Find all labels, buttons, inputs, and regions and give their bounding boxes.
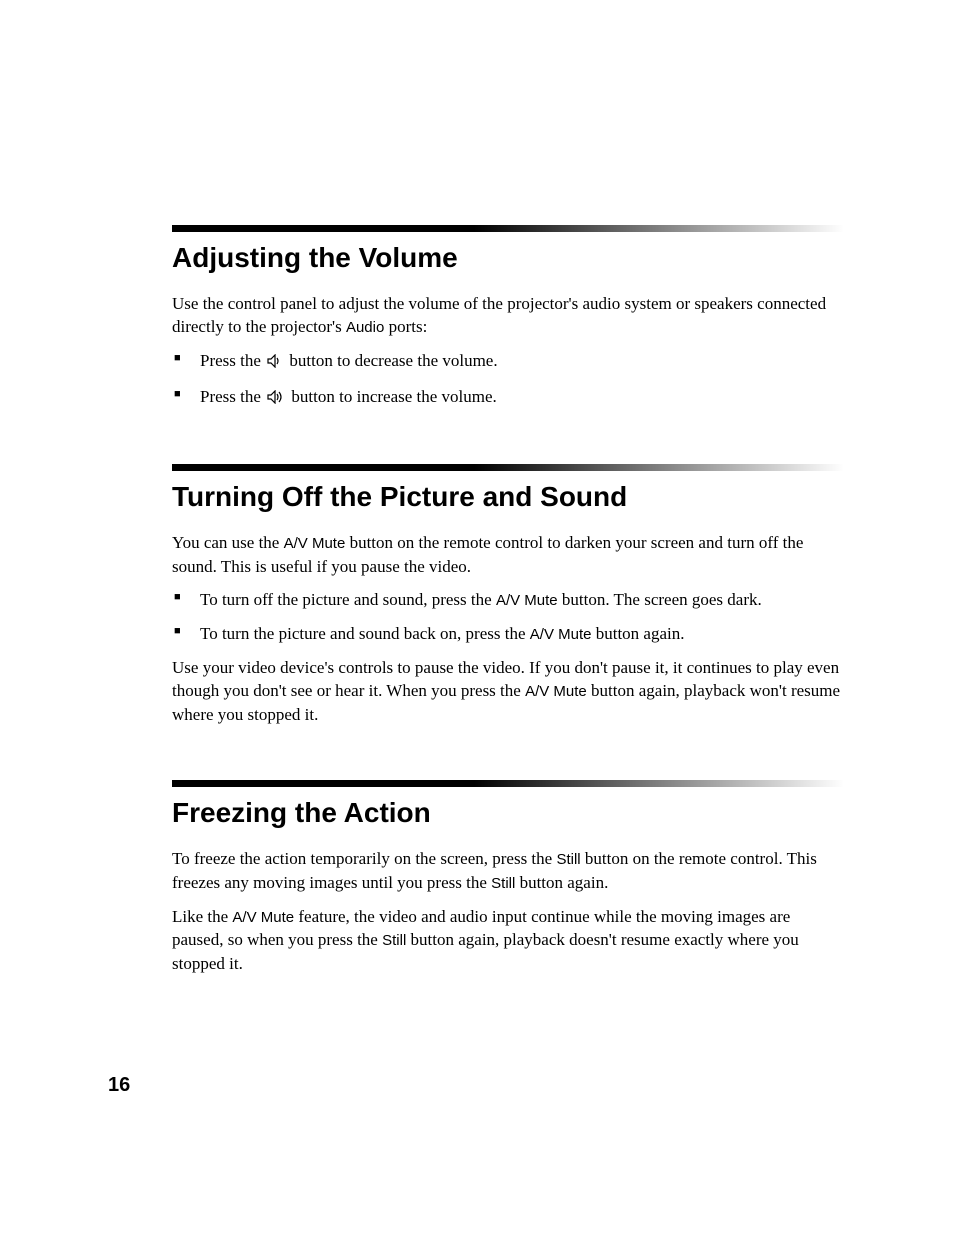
keyword-still: Still [556,851,580,868]
text: To turn off the picture and sound, press… [200,590,496,609]
text: To freeze the action temporarily on the … [172,849,556,868]
text: Use the control panel to adjust the volu… [172,294,826,336]
keyword-avmute: A/V Mute [284,535,346,552]
volume-down-icon [267,351,283,374]
paragraph: Like the A/V Mute feature, the video and… [172,905,844,976]
text: button. The screen goes dark. [558,590,762,609]
section-heading: Turning Off the Picture and Sound [172,481,844,513]
keyword-still: Still [491,875,515,892]
page-number: 16 [108,1074,130,1097]
section-rule [172,780,844,787]
text: button to increase the volume. [287,387,497,406]
paragraph: Use the control panel to adjust the volu… [172,292,844,339]
keyword-avmute: A/V Mute [496,592,558,609]
section-heading: Freezing the Action [172,797,844,829]
paragraph: To freeze the action temporarily on the … [172,847,844,894]
section-rule [172,464,844,471]
text: ports: [384,317,427,336]
bullet-list: To turn off the picture and sound, press… [172,588,844,645]
paragraph: Use your video device's controls to paus… [172,656,844,727]
section-rule [172,225,844,232]
list-item: To turn the picture and sound back on, p… [172,622,844,646]
keyword-avmute: A/V Mute [232,909,294,926]
keyword-avmute: A/V Mute [530,626,592,643]
text: Press the [200,351,265,370]
volume-up-icon [267,387,285,410]
keyword-avmute: A/V Mute [525,683,587,700]
keyword-audio: Audio [346,319,384,336]
text: button again. [591,624,684,643]
section-freeze: Freezing the Action To freeze the action… [172,780,844,975]
bullet-list: Press the button to decrease the volume.… [172,349,844,410]
page: Adjusting the Volume Use the control pan… [0,0,954,1235]
list-item: To turn off the picture and sound, press… [172,588,844,612]
section-mute: Turning Off the Picture and Sound You ca… [172,464,844,726]
list-item: Press the button to decrease the volume. [172,349,844,374]
paragraph: You can use the A/V Mute button on the r… [172,531,844,578]
text: Press the [200,387,265,406]
section-volume: Adjusting the Volume Use the control pan… [172,225,844,410]
section-heading: Adjusting the Volume [172,242,844,274]
list-item: Press the button to increase the volume. [172,385,844,410]
text: Like the [172,907,232,926]
text: button to decrease the volume. [285,351,497,370]
text: button again. [515,873,608,892]
text: You can use the [172,533,284,552]
keyword-still: Still [382,932,406,949]
text: To turn the picture and sound back on, p… [200,624,530,643]
